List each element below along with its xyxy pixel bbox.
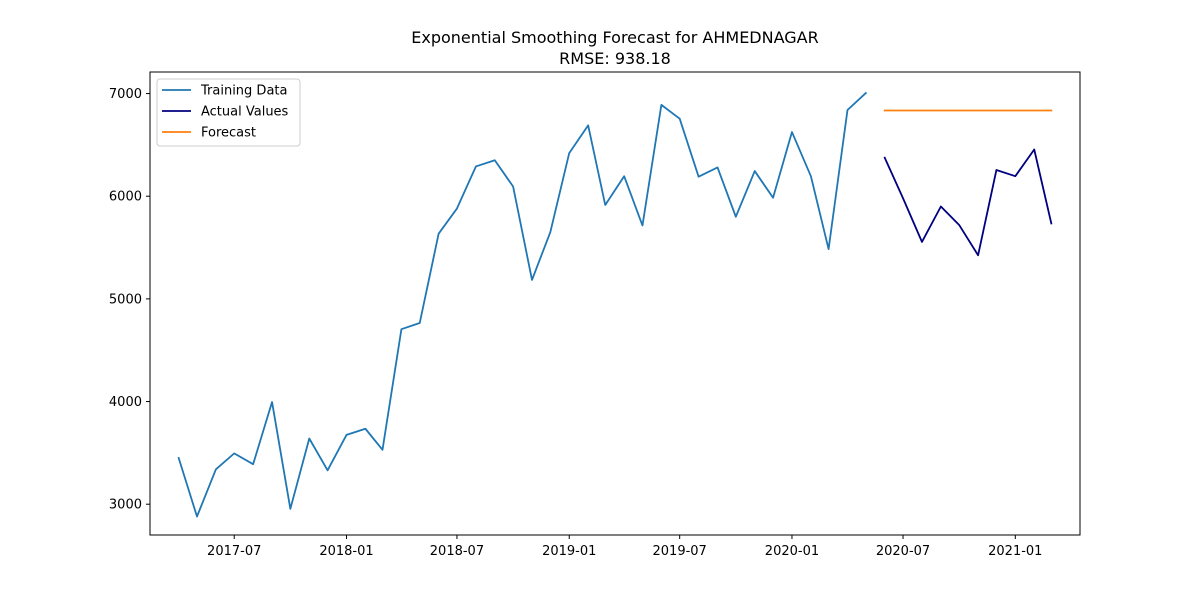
- y-tick-label: 4000: [109, 395, 142, 410]
- legend-label: Actual Values: [201, 105, 289, 120]
- y-tick-label: 7000: [109, 87, 142, 102]
- chart-title: Exponential Smoothing Forecast for AHMED…: [411, 28, 818, 47]
- axes-layer: 2017-07 2018-01 2018-07 2019-01 2019-07 2020-…: [109, 87, 1043, 559]
- plot-frame: [149, 71, 1081, 536]
- y-tick-label: 5000: [109, 292, 142, 307]
- x-tick-label: 2021-01: [988, 544, 1042, 559]
- y-tick-label: 6000: [109, 190, 142, 205]
- chart-subtitle: RMSE: 938.18: [559, 49, 671, 68]
- x-tick-label: 2020-07: [876, 544, 930, 559]
- x-tick-label: 2019-01: [542, 544, 596, 559]
- x-tick-label: 2020-01: [765, 544, 819, 559]
- legend-label: Forecast: [201, 126, 256, 141]
- y-tick-label: 3000: [109, 498, 142, 513]
- x-tick-label: 2018-07: [430, 544, 484, 559]
- series-layer: [177, 91, 1053, 518]
- legend-label: Training Data: [200, 84, 287, 99]
- series-line-actual-values: [883, 148, 1053, 257]
- legend: Training Data Actual Values Forecast: [156, 78, 301, 147]
- legend-box: [156, 78, 301, 147]
- x-tick-label: 2018-01: [319, 544, 373, 559]
- x-tick-label: 2019-07: [653, 544, 707, 559]
- series-line-training-data: [177, 91, 868, 518]
- x-tick-label: 2017-07: [207, 544, 261, 559]
